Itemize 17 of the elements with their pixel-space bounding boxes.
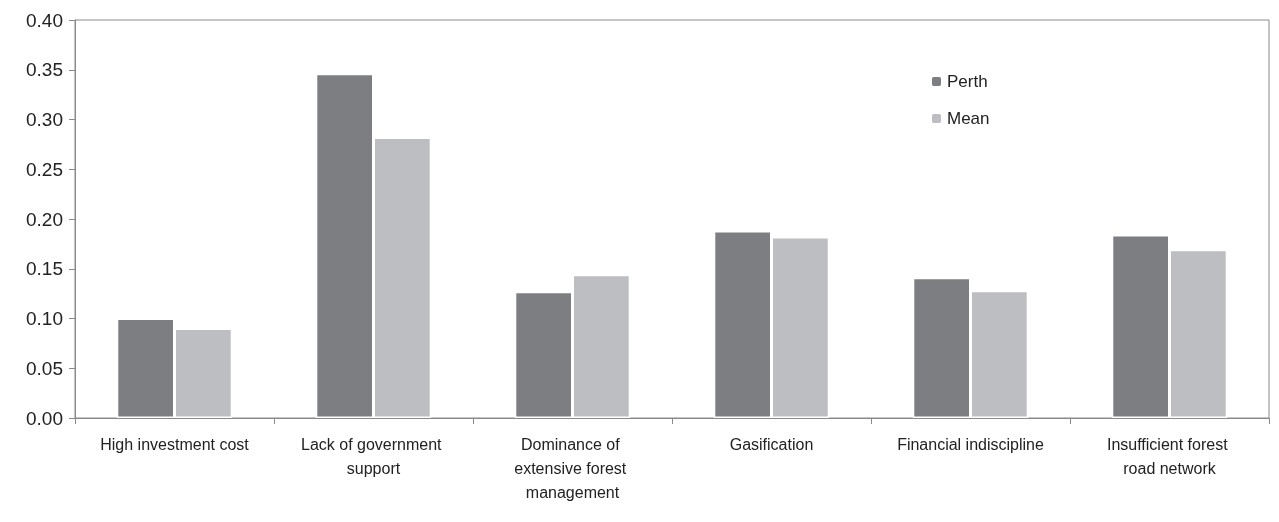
y-tick-label: 0.10 — [26, 308, 63, 329]
x-tick-label: High investment cost — [100, 435, 250, 453]
x-tick-label: Gasification — [729, 435, 814, 453]
y-tick-label: 0.15 — [26, 258, 63, 280]
y-tick-label: 0.20 — [26, 208, 63, 230]
x-tick-label: Lack of government support — [301, 435, 446, 477]
x-tick-label: Insufficient forest road network — [1106, 435, 1233, 477]
legend-label: Mean — [947, 109, 990, 128]
y-tick-label: 0.40 — [26, 9, 63, 31]
y-tick-label: 0.30 — [26, 109, 63, 130]
y-tick-label: 0.05 — [26, 357, 63, 379]
y-tick-label: 0.25 — [26, 158, 63, 180]
x-tick-label: Dominance of extensive forest management — [514, 435, 631, 501]
x-tick-label: Financial indiscipline — [897, 435, 1044, 453]
y-tick-label: 0.35 — [26, 59, 63, 81]
legend-label: Perth — [947, 72, 988, 91]
y-tick-label: 0.00 — [26, 407, 63, 429]
